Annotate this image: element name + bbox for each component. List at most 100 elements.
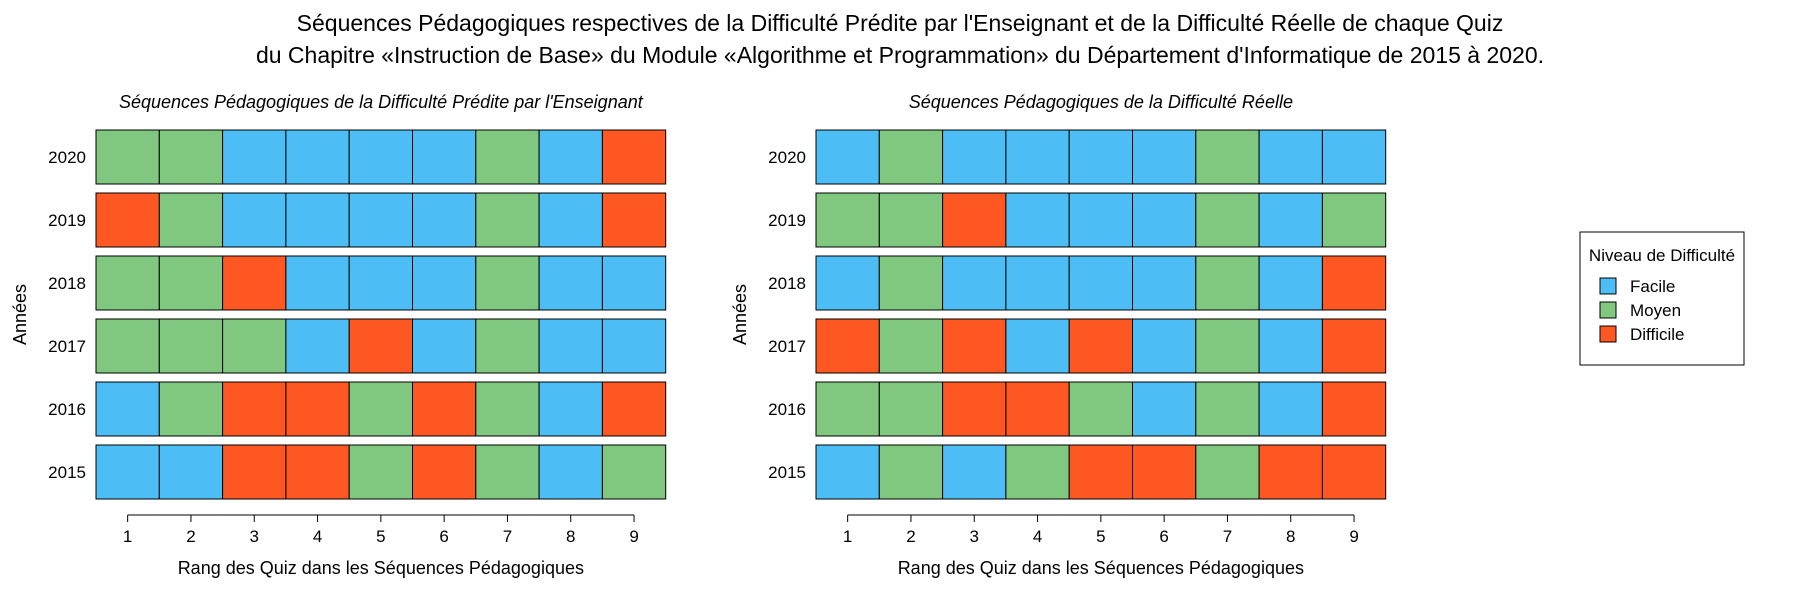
cell-2018-3 bbox=[942, 255, 1007, 311]
y-tick-label: 2019 bbox=[48, 211, 86, 230]
cell-2018-1 bbox=[815, 255, 880, 311]
cell-2016-3 bbox=[222, 381, 287, 437]
cell-2016-3 bbox=[942, 381, 1007, 437]
cell-2020-7 bbox=[475, 129, 540, 185]
cell-2015-8 bbox=[538, 444, 603, 500]
cell-2018-7 bbox=[1195, 255, 1260, 311]
cell-2019-9 bbox=[601, 192, 667, 248]
panel-title: Séquences Pédagogiques de la Difficulté … bbox=[909, 92, 1293, 112]
legend-label-facile: Facile bbox=[1630, 277, 1675, 296]
cell-2020-3 bbox=[222, 129, 287, 185]
cell-2019-7 bbox=[475, 192, 540, 248]
cell-2020-4 bbox=[1005, 129, 1070, 185]
cell-2019-4 bbox=[1005, 192, 1070, 248]
cell-2019-3 bbox=[942, 192, 1007, 248]
cell-2015-5 bbox=[1068, 444, 1133, 500]
cell-2017-7 bbox=[1195, 318, 1260, 374]
cell-2017-3 bbox=[222, 318, 287, 374]
cell-2019-5 bbox=[1068, 192, 1133, 248]
cell-2017-5 bbox=[1068, 318, 1133, 374]
y-tick-label: 2015 bbox=[48, 463, 86, 482]
chart-title-line-1: Séquences Pédagogiques respectives de la… bbox=[296, 10, 1504, 36]
y-tick-label: 2016 bbox=[768, 400, 806, 419]
cell-2015-4 bbox=[285, 444, 350, 500]
cell-2019-6 bbox=[1132, 192, 1197, 248]
x-tick-label: 9 bbox=[1349, 527, 1358, 546]
cell-2018-4 bbox=[1005, 255, 1070, 311]
cell-2020-3 bbox=[942, 129, 1007, 185]
y-tick-label: 2018 bbox=[48, 274, 86, 293]
cell-2016-6 bbox=[1132, 381, 1197, 437]
cell-2016-7 bbox=[475, 381, 540, 437]
legend-label-moyen: Moyen bbox=[1630, 301, 1681, 320]
cell-2020-9 bbox=[1321, 129, 1387, 185]
cell-2017-4 bbox=[285, 318, 350, 374]
cell-2020-2 bbox=[878, 129, 944, 185]
cell-2019-4 bbox=[285, 192, 350, 248]
cell-2017-8 bbox=[538, 318, 603, 374]
x-tick-label: 8 bbox=[566, 527, 575, 546]
x-tick-label: 1 bbox=[843, 527, 852, 546]
cell-2017-7 bbox=[475, 318, 540, 374]
cell-2017-8 bbox=[1258, 318, 1323, 374]
x-tick-label: 8 bbox=[1286, 527, 1295, 546]
cell-2019-7 bbox=[1195, 192, 1260, 248]
cell-2019-6 bbox=[412, 192, 477, 248]
cell-2020-1 bbox=[95, 129, 160, 185]
cell-2015-1 bbox=[95, 444, 160, 500]
y-tick-label: 2017 bbox=[48, 337, 86, 356]
x-axis-label: Rang des Quiz dans les Séquences Pédagog… bbox=[178, 558, 584, 578]
y-tick-label: 2017 bbox=[768, 337, 806, 356]
cell-2020-1 bbox=[815, 129, 880, 185]
x-tick-label: 7 bbox=[503, 527, 512, 546]
cell-2017-1 bbox=[815, 318, 880, 374]
cell-2020-7 bbox=[1195, 129, 1260, 185]
y-tick-label: 2020 bbox=[768, 148, 806, 167]
cell-2017-2 bbox=[878, 318, 944, 374]
cell-2015-1 bbox=[815, 444, 880, 500]
x-tick-label: 7 bbox=[1223, 527, 1232, 546]
cell-2015-4 bbox=[1005, 444, 1070, 500]
cell-2016-6 bbox=[412, 381, 477, 437]
cell-2015-2 bbox=[878, 444, 944, 500]
y-tick-label: 2016 bbox=[48, 400, 86, 419]
cell-2019-9 bbox=[1321, 192, 1387, 248]
y-tick-label: 2018 bbox=[768, 274, 806, 293]
cell-2020-6 bbox=[1132, 129, 1197, 185]
y-tick-label: 2020 bbox=[48, 148, 86, 167]
cell-2019-8 bbox=[538, 192, 603, 248]
cell-2020-8 bbox=[538, 129, 603, 185]
cell-2016-9 bbox=[601, 381, 667, 437]
cell-2015-7 bbox=[475, 444, 540, 500]
cell-2016-2 bbox=[158, 381, 224, 437]
cell-2019-2 bbox=[158, 192, 224, 248]
cell-2017-6 bbox=[1132, 318, 1197, 374]
x-tick-label: 3 bbox=[970, 527, 979, 546]
legend-box bbox=[1579, 231, 1745, 366]
cell-2016-7 bbox=[1195, 381, 1260, 437]
legend-label-difficile: Difficile bbox=[1630, 325, 1684, 344]
cell-2017-1 bbox=[95, 318, 160, 374]
cell-2018-5 bbox=[1068, 255, 1133, 311]
y-axis-label: Années bbox=[730, 284, 750, 345]
x-tick-label: 4 bbox=[1033, 527, 1042, 546]
legend-swatch-moyen bbox=[1599, 301, 1617, 319]
cell-2015-7 bbox=[1195, 444, 1260, 500]
cell-2020-6 bbox=[412, 129, 477, 185]
cell-2018-9 bbox=[1321, 255, 1387, 311]
cell-2015-9 bbox=[601, 444, 667, 500]
cell-2017-9 bbox=[601, 318, 667, 374]
cell-2015-6 bbox=[412, 444, 477, 500]
cell-2020-5 bbox=[1068, 129, 1133, 185]
cell-2017-4 bbox=[1005, 318, 1070, 374]
cell-2020-2 bbox=[158, 129, 224, 185]
cell-2018-6 bbox=[1132, 255, 1197, 311]
cell-2018-1 bbox=[95, 255, 160, 311]
cell-2020-9 bbox=[601, 129, 667, 185]
legend-title: Niveau de Difficulté bbox=[1589, 246, 1735, 265]
cell-2016-9 bbox=[1321, 381, 1387, 437]
cell-2015-3 bbox=[222, 444, 287, 500]
cell-2016-5 bbox=[1068, 381, 1133, 437]
panel-actual: Séquences Pédagogiques de la Difficulté … bbox=[730, 92, 1387, 578]
